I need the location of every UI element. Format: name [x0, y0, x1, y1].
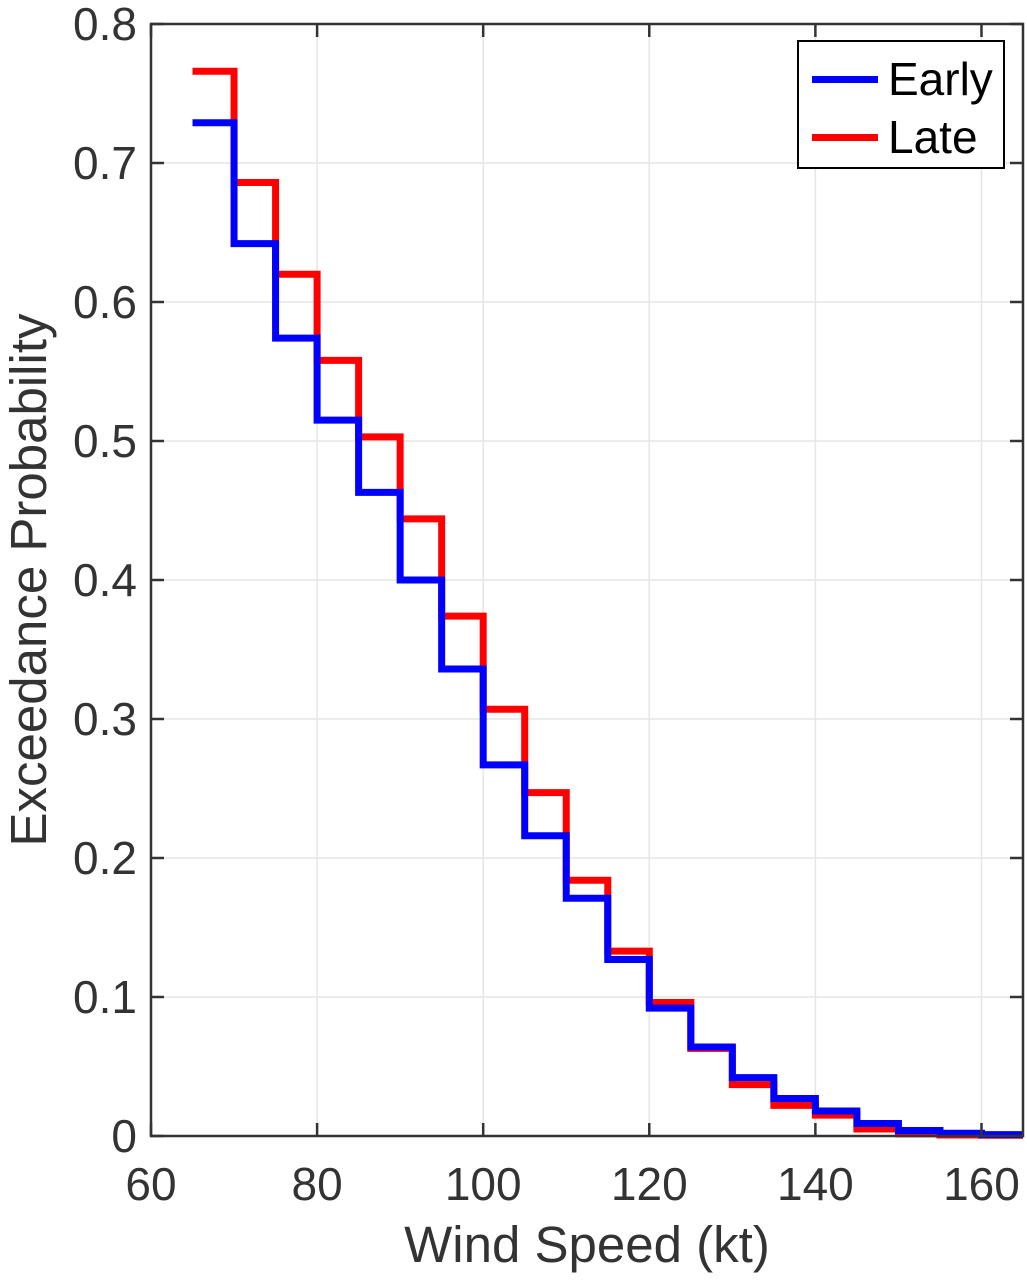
y-axis-label: Exceedance Probability	[0, 313, 57, 846]
y-tick-label: 0.4	[73, 554, 137, 606]
y-tick-label: 0	[111, 1110, 137, 1162]
y-tick-label: 0.7	[73, 137, 137, 189]
grid	[151, 24, 1023, 1136]
x-tick-label: 60	[125, 1158, 176, 1210]
x-tick-label: 140	[777, 1158, 854, 1210]
y-tick-label: 0.5	[73, 415, 137, 467]
legend-entry-early: Early	[812, 53, 993, 105]
y-tick-label: 0.8	[73, 0, 137, 50]
x-tick-label: 160	[943, 1158, 1020, 1210]
legend-label-late: Late	[888, 111, 978, 163]
y-tick-label: 0.3	[73, 693, 137, 745]
x-axis-label: Wind Speed (kt)	[404, 1216, 770, 1273]
x-tick-label: 120	[611, 1158, 688, 1210]
y-tick-label: 0.2	[73, 832, 137, 884]
series-early-steps	[192, 119, 1023, 1139]
legend: Early Late	[797, 40, 1005, 169]
tick-labels: 60 80 100 120 140 160 0 0.1 0.2 0.3 0.4 0.5 0.6 0.7 0.…	[73, 0, 1020, 1210]
legend-label-early: Early	[888, 53, 993, 105]
legend-entry-late: Late	[812, 111, 978, 163]
x-tick-label: 80	[292, 1158, 343, 1210]
tick-marks	[149, 22, 1023, 1138]
x-tick-label: 100	[445, 1158, 522, 1210]
y-tick-label: 0.1	[73, 971, 137, 1023]
y-tick-label: 0.6	[73, 276, 137, 328]
step-series	[192, 67, 1023, 1139]
legend-box	[797, 40, 1005, 169]
